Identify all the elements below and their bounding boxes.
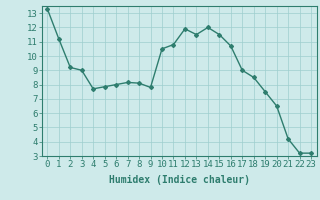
X-axis label: Humidex (Indice chaleur): Humidex (Indice chaleur) <box>109 175 250 185</box>
